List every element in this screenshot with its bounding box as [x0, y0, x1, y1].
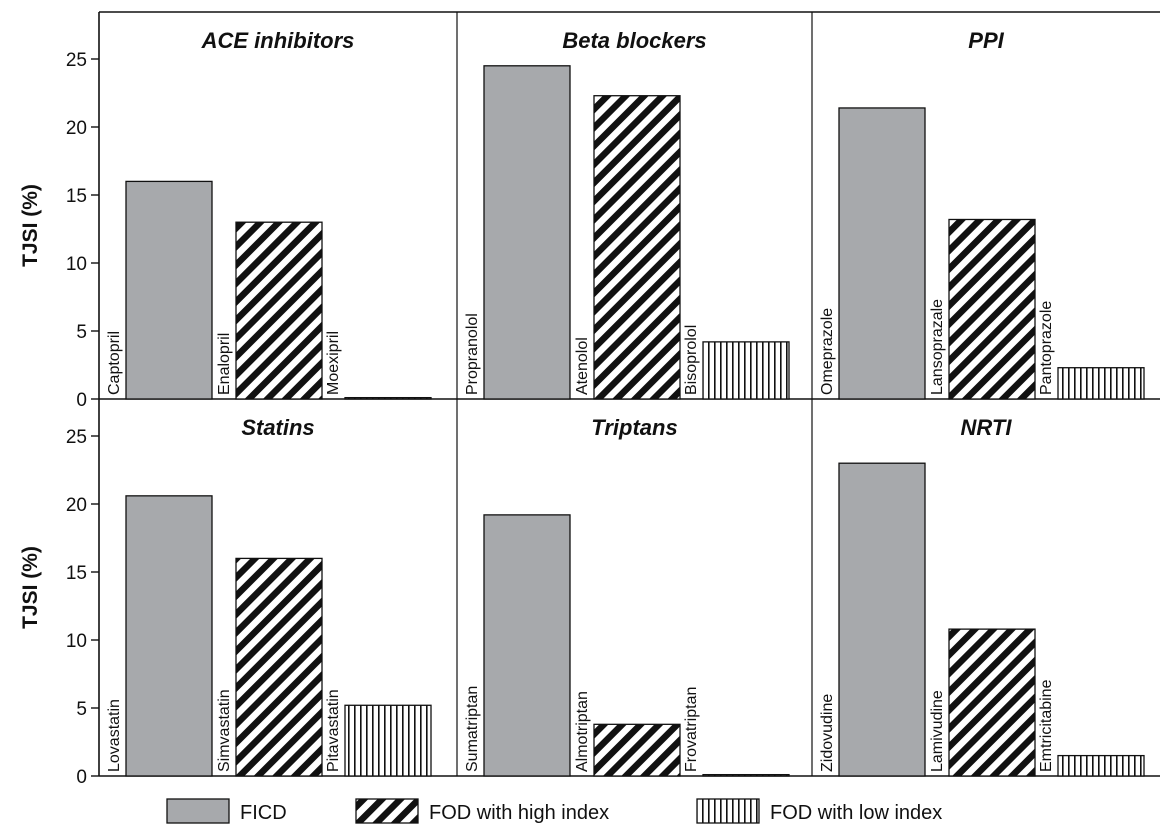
y-tick-label: 0	[76, 390, 87, 411]
bar	[702, 773, 790, 777]
y-tick-label: 0	[76, 767, 87, 788]
y-tick-label: 10	[66, 631, 87, 652]
bar-category-label: Pitavastatin	[325, 689, 342, 772]
bar	[483, 514, 571, 777]
bar	[593, 723, 681, 777]
bar	[702, 341, 790, 400]
panel-title: PPI	[968, 28, 1004, 53]
bar-category-label: Propranolol	[464, 313, 481, 395]
y-axis-title: TJSI (%)	[19, 184, 42, 267]
legend-label: FOD with low index	[770, 802, 942, 824]
bar	[593, 95, 681, 400]
y-tick-label: 20	[66, 495, 87, 516]
bar-category-label: Lamivudine	[929, 690, 946, 772]
bar-category-label: Lansoprazale	[929, 299, 946, 395]
bar	[344, 396, 432, 400]
bar	[483, 65, 571, 400]
legend-swatch	[166, 798, 230, 824]
bar	[235, 221, 323, 400]
bar-category-label: Simvastatin	[216, 689, 233, 772]
bar	[838, 107, 926, 400]
bar	[235, 557, 323, 777]
bar	[838, 462, 926, 777]
panel-title: ACE inhibitors	[201, 28, 355, 53]
bar	[948, 628, 1036, 777]
y-tick-label: 15	[66, 563, 87, 584]
bar-category-label: Atenolol	[574, 337, 591, 395]
bar-category-label: Captopril	[106, 331, 123, 395]
bar-category-label: Moexipril	[325, 331, 342, 395]
panel-title: Statins	[241, 415, 314, 440]
legend-label: FOD with high index	[429, 802, 609, 824]
bar-category-label: Enalopril	[216, 333, 233, 395]
bar-category-label: Zidovudine	[819, 694, 836, 772]
panel-title: Beta blockers	[562, 28, 706, 53]
bar-category-label: Almotriptan	[574, 691, 591, 772]
y-axis-title: TJSI (%)	[19, 546, 42, 629]
bar-category-label: Omeprazole	[819, 308, 836, 395]
bar	[1057, 367, 1145, 400]
y-tick-label: 10	[66, 254, 87, 275]
y-tick-label: 5	[76, 322, 87, 343]
legend-swatch	[696, 798, 760, 824]
bar	[948, 218, 1036, 400]
bar-category-label: Emtricitabine	[1038, 679, 1055, 772]
bar-category-label: Lovastatin	[106, 699, 123, 772]
bar	[344, 704, 432, 777]
bar-category-label: Frovatriptan	[683, 687, 700, 772]
y-tick-label: 25	[66, 427, 87, 448]
bar	[125, 495, 213, 777]
panel-title: NRTI	[961, 415, 1013, 440]
y-tick-label: 20	[66, 118, 87, 139]
legend-label: FICD	[240, 802, 287, 824]
bar-category-label: Pantoprazole	[1038, 301, 1055, 395]
bar-category-label: Bisoprolol	[683, 325, 700, 395]
y-tick-label: 15	[66, 186, 87, 207]
legend-swatch	[355, 798, 419, 824]
y-tick-label: 25	[66, 50, 87, 71]
bar	[125, 180, 213, 400]
y-tick-label: 5	[76, 699, 87, 720]
panel-title: Triptans	[591, 415, 677, 440]
bar-category-label: Sumatriptan	[464, 686, 481, 772]
bar	[1057, 754, 1145, 777]
